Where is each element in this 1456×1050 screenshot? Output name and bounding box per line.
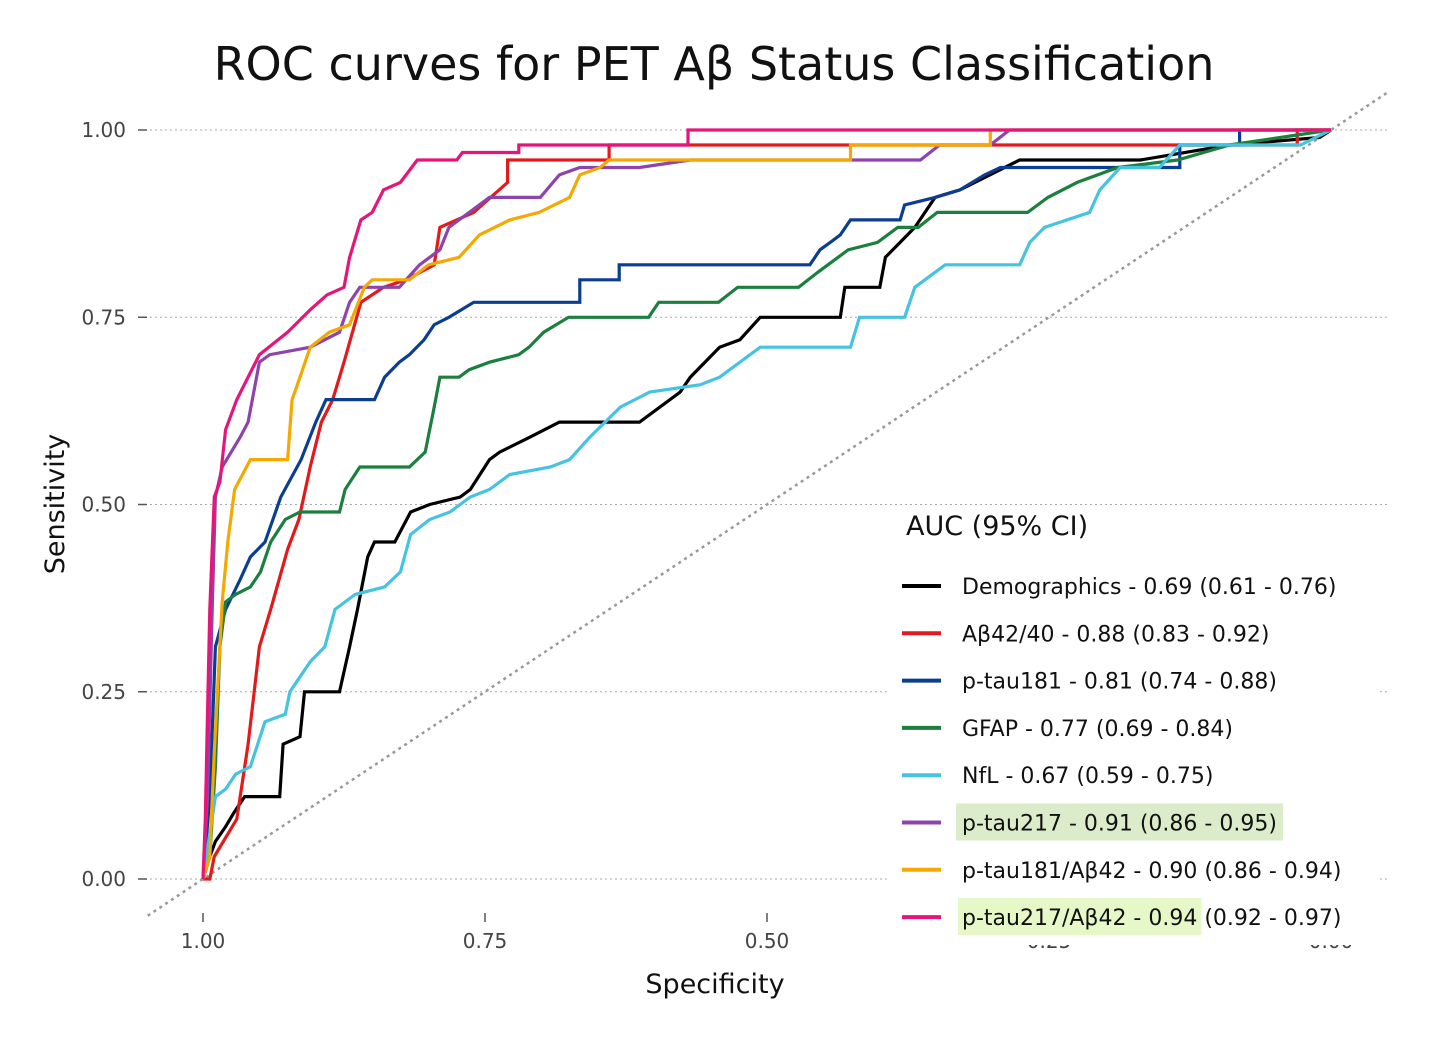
roc-curve-series-3 — [201, 128, 1332, 880]
chart-title: ROC curves for PET Aβ Status Classificat… — [214, 37, 1215, 91]
y-tick-label: 0.75 — [81, 305, 126, 329]
legend-label-rest: (0.92 - 0.97) — [1197, 906, 1341, 931]
legend-label: p-tau181 - 0.81 (0.74 - 0.88) — [962, 670, 1277, 695]
legend-label: p-tau181/Aβ42 - 0.90 (0.86 - 0.94) — [962, 859, 1341, 884]
legend-item: Demographics - 0.69 (0.61 - 0.76) — [902, 575, 1336, 600]
legend-label-highlighted: p-tau217/Aβ42 - 0.94 — [962, 906, 1197, 931]
roc-curves — [201, 128, 1332, 881]
roc-curve-series-2 — [201, 128, 1331, 880]
legend-background — [888, 510, 1378, 945]
legend-label: NfL - 0.67 (0.59 - 0.75) — [962, 764, 1213, 789]
legend-item: p-tau181 - 0.81 (0.74 - 0.88) — [902, 670, 1277, 695]
legend: AUC (95% CI) Demographics - 0.69 (0.61 -… — [888, 510, 1378, 945]
legend-highlight — [956, 803, 1283, 841]
legend-item: p-tau217 - 0.91 (0.86 - 0.95) — [902, 803, 1283, 841]
y-tick-label: 0.50 — [81, 493, 126, 517]
roc-curve-series-7 — [201, 128, 1331, 880]
legend-label: p-tau217/Aβ42 - 0.94 (0.92 - 0.97) — [962, 906, 1341, 931]
y-tick-label: 1.00 — [81, 118, 126, 142]
roc-curve-series-1 — [203, 128, 1331, 881]
y-axis: 0.00 0.25 0.50 0.75 1.00 — [81, 118, 147, 891]
legend-item: NfL - 0.67 (0.59 - 0.75) — [902, 764, 1213, 789]
legend-item: p-tau217/Aβ42 - 0.94 (0.92 - 0.97) — [902, 898, 1341, 936]
legend-label: Demographics - 0.69 (0.61 - 0.76) — [962, 575, 1336, 600]
y-tick-label: 0.25 — [81, 680, 126, 704]
legend-highlight — [958, 898, 1202, 936]
y-tick-label: 0.00 — [81, 867, 126, 891]
roc-curve-series-6 — [201, 128, 1331, 880]
x-tick-label: 0.50 — [745, 929, 790, 953]
legend-item: Aβ42/40 - 0.88 (0.83 - 0.92) — [902, 622, 1269, 647]
legend-item: p-tau181/Aβ42 - 0.90 (0.86 - 0.94) — [902, 859, 1341, 884]
legend-label: p-tau217 - 0.91 (0.86 - 0.95) — [962, 812, 1277, 837]
legend-item: GFAP - 0.77 (0.69 - 0.84) — [902, 717, 1233, 742]
legend-label: Aβ42/40 - 0.88 (0.83 - 0.92) — [962, 622, 1269, 647]
y-axis-title: Sensitivity — [40, 434, 71, 575]
x-tick-label: 1.00 — [181, 929, 226, 953]
legend-title: AUC (95% CI) — [906, 511, 1088, 542]
x-axis-title: Specificity — [645, 969, 784, 1000]
x-tick-label: 0.75 — [463, 929, 508, 953]
legend-label: GFAP - 0.77 (0.69 - 0.84) — [962, 717, 1233, 742]
roc-curve-series-4 — [201, 128, 1332, 880]
